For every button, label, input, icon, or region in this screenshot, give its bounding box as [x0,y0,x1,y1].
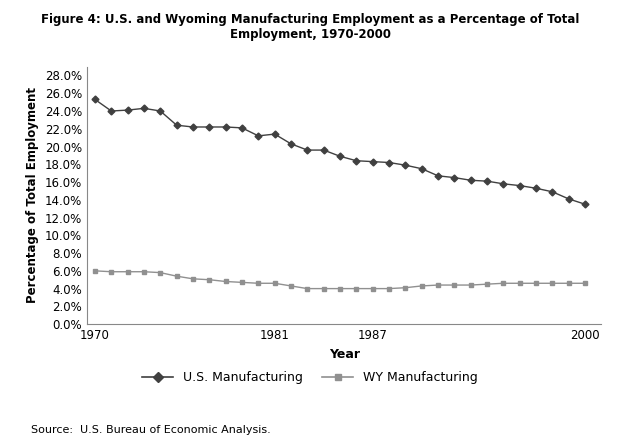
U.S. Manufacturing [173,123,180,128]
Legend: U.S. Manufacturing, WY Manufacturing: U.S. Manufacturing, WY Manufacturing [137,366,483,389]
U.S. Manufacturing [304,147,311,153]
WY Manufacturing [173,274,180,279]
U.S. Manufacturing [206,124,213,130]
WY Manufacturing [140,269,148,274]
WY Manufacturing [287,283,294,289]
WY Manufacturing [91,268,99,274]
WY Manufacturing [369,286,376,291]
Line: U.S. Manufacturing: U.S. Manufacturing [92,97,588,206]
U.S. Manufacturing [516,183,523,188]
WY Manufacturing [418,283,425,289]
U.S. Manufacturing [451,175,458,180]
U.S. Manufacturing [467,178,474,183]
WY Manufacturing [582,281,589,286]
U.S. Manufacturing [287,141,294,147]
U.S. Manufacturing [402,163,409,168]
WY Manufacturing [549,281,556,286]
WY Manufacturing [451,282,458,288]
WY Manufacturing [271,281,278,286]
U.S. Manufacturing [353,158,360,163]
WY Manufacturing [435,282,442,288]
WY Manufacturing [320,286,327,291]
U.S. Manufacturing [565,196,572,202]
WY Manufacturing [157,270,164,275]
U.S. Manufacturing [238,125,246,131]
Line: WY Manufacturing: WY Manufacturing [92,269,588,291]
WY Manufacturing [385,286,392,291]
U.S. Manufacturing [108,108,115,114]
U.S. Manufacturing [91,97,99,102]
U.S. Manufacturing [320,147,327,153]
U.S. Manufacturing [157,108,164,114]
WY Manufacturing [108,269,115,274]
WY Manufacturing [206,277,213,282]
U.S. Manufacturing [533,186,540,191]
WY Manufacturing [500,281,507,286]
Text: Figure 4: U.S. and Wyoming Manufacturing Employment as a Percentage of Total
Emp: Figure 4: U.S. and Wyoming Manufacturing… [41,13,579,41]
WY Manufacturing [304,286,311,291]
U.S. Manufacturing [369,159,376,164]
WY Manufacturing [255,281,262,286]
U.S. Manufacturing [336,154,343,159]
WY Manufacturing [189,276,197,281]
WY Manufacturing [467,282,474,288]
U.S. Manufacturing [549,189,556,194]
WY Manufacturing [238,280,246,285]
U.S. Manufacturing [222,124,229,130]
Text: Source:  U.S. Bureau of Economic Analysis.: Source: U.S. Bureau of Economic Analysis… [31,425,271,435]
WY Manufacturing [484,281,491,287]
WY Manufacturing [402,285,409,290]
WY Manufacturing [222,279,229,284]
WY Manufacturing [565,281,572,286]
WY Manufacturing [336,286,343,291]
U.S. Manufacturing [418,166,425,171]
WY Manufacturing [124,269,131,274]
WY Manufacturing [516,281,523,286]
WY Manufacturing [353,286,360,291]
U.S. Manufacturing [140,106,148,111]
U.S. Manufacturing [271,131,278,137]
U.S. Manufacturing [484,178,491,184]
U.S. Manufacturing [255,133,262,139]
Y-axis label: Percentage of Total Employment: Percentage of Total Employment [26,87,39,303]
U.S. Manufacturing [500,181,507,186]
U.S. Manufacturing [189,124,197,130]
WY Manufacturing [533,281,540,286]
U.S. Manufacturing [582,202,589,207]
U.S. Manufacturing [124,107,131,113]
X-axis label: Year: Year [329,348,360,361]
U.S. Manufacturing [385,160,392,165]
U.S. Manufacturing [435,173,442,178]
